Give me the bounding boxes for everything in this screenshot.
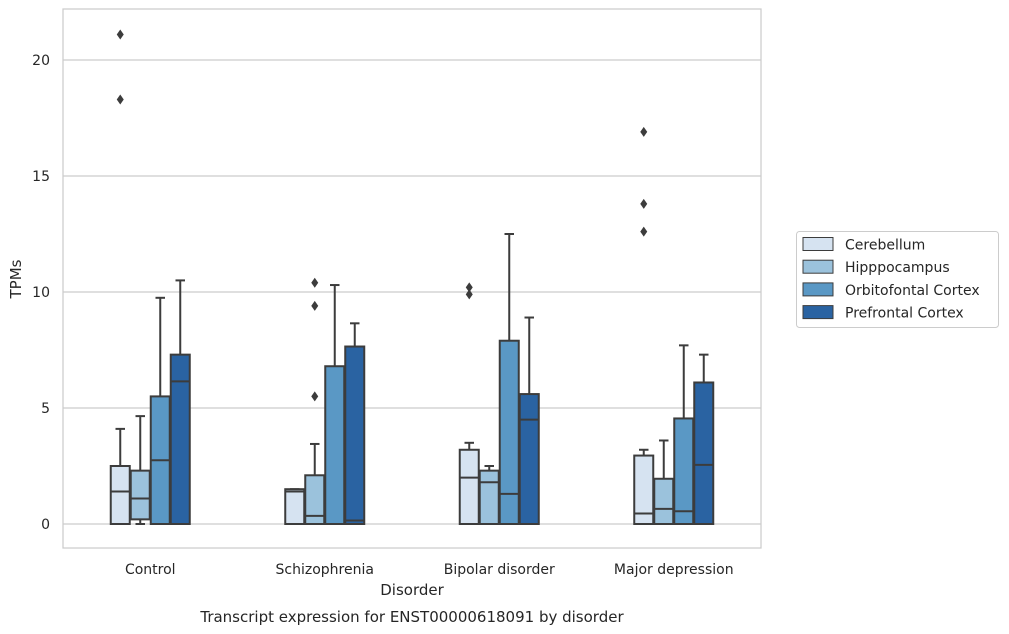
- outlier-point: [311, 300, 319, 311]
- legend-label: Cerebellum: [845, 238, 925, 254]
- box-body: [673, 417, 695, 525]
- box: [458, 282, 480, 526]
- box-body: [129, 469, 151, 521]
- outlier-point: [465, 282, 473, 293]
- box: [324, 284, 346, 525]
- box-body: [653, 477, 675, 526]
- chart-title: Transcript expression for ENST0000061809…: [199, 608, 624, 626]
- x-axis-label: Disorder: [380, 581, 444, 599]
- outlier-point: [640, 126, 648, 137]
- x-tick-label: Schizophrenia: [276, 562, 374, 578]
- box-body: [324, 365, 346, 525]
- y-axis-ticks: 0 5 10 15 20: [32, 53, 50, 533]
- box: [633, 126, 655, 525]
- box-body: [169, 353, 191, 526]
- x-tick-label: Control: [125, 562, 176, 578]
- box-body: [478, 469, 500, 526]
- legend-label: Hipppocampus: [845, 260, 950, 276]
- y-tick-label: 0: [41, 517, 50, 533]
- x-tick-label: Major depression: [614, 562, 734, 578]
- box: [284, 488, 306, 526]
- outlier-point: [116, 29, 124, 40]
- legend-frame: [796, 231, 999, 328]
- box-body: [284, 488, 306, 526]
- x-tick-label: Bipolar disorder: [444, 562, 555, 578]
- box-body: [518, 393, 540, 525]
- legend-label: Orbitofontal Cortex: [845, 283, 980, 299]
- box-body: [458, 448, 480, 526]
- legend-swatch: [802, 282, 834, 297]
- x-axis-ticks: Control Schizophrenia Bipolar disorder Majo…: [125, 562, 734, 578]
- outlier-point: [311, 391, 319, 402]
- legend-swatch: [802, 305, 834, 320]
- box-body: [693, 381, 715, 526]
- y-tick-label: 20: [32, 53, 50, 69]
- box: [673, 344, 695, 525]
- y-tick-label: 15: [32, 169, 50, 185]
- box: [304, 277, 326, 525]
- box: [169, 279, 191, 526]
- box: [518, 316, 540, 525]
- y-tick-label: 5: [41, 401, 50, 417]
- box: [693, 353, 715, 526]
- box-body: [344, 345, 366, 525]
- outlier-point: [311, 277, 319, 288]
- box-body: [498, 339, 520, 525]
- legend-swatch: [802, 259, 834, 274]
- outlier-point: [640, 198, 648, 209]
- legend: Cerebellum Hipppocampus Orbitofontal Corte…: [796, 231, 999, 328]
- box: [344, 322, 366, 525]
- box: [478, 465, 500, 526]
- outlier-point: [640, 226, 648, 237]
- y-tick-label: 10: [32, 285, 50, 301]
- box: [149, 296, 171, 525]
- box-body: [109, 465, 131, 525]
- outlier-point: [116, 94, 124, 105]
- legend-swatch: [802, 237, 834, 251]
- box-series: [109, 29, 715, 526]
- outlier-point: [465, 289, 473, 300]
- y-axis-label: TPMs: [7, 259, 25, 299]
- plot-frame: [62, 8, 762, 549]
- box: [653, 439, 675, 526]
- legend-label: Prefrontal Cortex: [845, 306, 964, 322]
- box: [498, 233, 520, 525]
- box: [129, 415, 151, 525]
- box: [109, 29, 131, 525]
